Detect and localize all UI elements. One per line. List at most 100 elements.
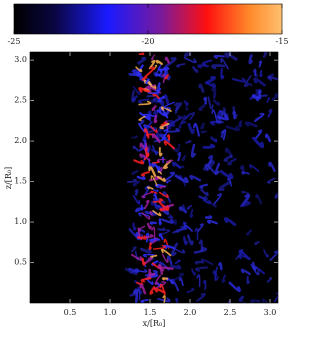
swirl [186,234,194,246]
swirl [143,199,150,210]
swirl [173,247,186,254]
swirl [241,193,251,207]
swirl [144,269,159,277]
swirl [253,68,257,77]
swirl [224,147,234,159]
swirl [269,250,278,261]
swirl [181,155,187,162]
swirl [170,264,182,270]
swirl [171,161,182,169]
swirl [138,100,152,106]
swirl [190,143,196,158]
swirl [128,267,139,273]
swirl [145,232,150,243]
swirl [166,255,173,265]
swirl [174,102,179,115]
swirl [160,121,167,127]
swirl [219,169,234,180]
swirl [144,84,157,90]
swirl [132,180,140,187]
swirl [197,64,209,69]
swirl [159,185,167,189]
swirl [132,195,141,205]
swirl [166,134,171,141]
swirl [191,268,196,276]
swirl [129,291,138,297]
swirl [193,246,208,254]
swirl [266,277,273,283]
swirl [150,254,158,259]
colorbar [13,3,283,35]
swirl [268,161,276,172]
swirl [249,299,261,303]
swirl [213,54,225,59]
swirl [151,105,157,112]
swirl [150,148,161,155]
swirl [238,295,245,302]
swirl [264,133,272,143]
swirl [154,287,166,294]
swirl [149,286,156,295]
swirl [140,277,152,283]
swirl [253,77,266,87]
swirl [254,240,260,246]
swirl [157,95,165,103]
swirl [147,89,160,94]
swirl [274,192,278,199]
colorbar-tick-label: -20 [142,37,155,46]
swirl [134,189,139,196]
swirl [131,95,138,102]
swirl [158,146,163,157]
swirl [177,143,181,150]
swirl [161,156,165,163]
swirl [167,128,180,133]
swirl [198,104,206,112]
swirl [194,227,199,241]
swirl [124,267,138,275]
swirl [160,106,172,112]
swirl [200,122,205,130]
swirl [261,298,269,303]
swirl [132,222,137,231]
swirl [157,170,163,175]
swirl [132,86,141,96]
swirl [189,112,196,121]
x-tick-label: 2.5 [224,308,237,317]
swirl [132,145,139,152]
swirl [212,270,218,277]
swirl [137,56,147,65]
swirl [130,253,144,261]
swirl [163,101,175,109]
swirl [139,283,147,295]
swirl [217,115,229,121]
swirl [252,136,265,149]
swirl [140,298,149,303]
swirl [267,177,276,184]
swirl [131,170,139,175]
colorbar-tick-label: -15 [276,37,289,46]
swirl [156,109,167,117]
swirl [141,76,148,81]
swirl [211,86,217,99]
swirl [137,98,150,104]
swirl [183,52,190,58]
swirl [148,268,152,276]
swirl [266,97,271,103]
swirl [204,76,217,85]
swirl [197,223,204,232]
colorbar-tick-label: -25 [8,37,21,46]
swirl [196,292,206,302]
swirl [148,165,157,178]
swirl [239,200,251,208]
swirl [158,69,163,77]
swirl [133,159,145,165]
swirl [152,198,164,203]
swirl [138,119,145,126]
swirl [220,58,229,70]
swirl [153,244,166,250]
swirl [214,266,219,281]
heatmap-image [124,52,278,303]
swirl [140,171,150,177]
swirl [198,83,205,93]
swirl [181,204,187,213]
